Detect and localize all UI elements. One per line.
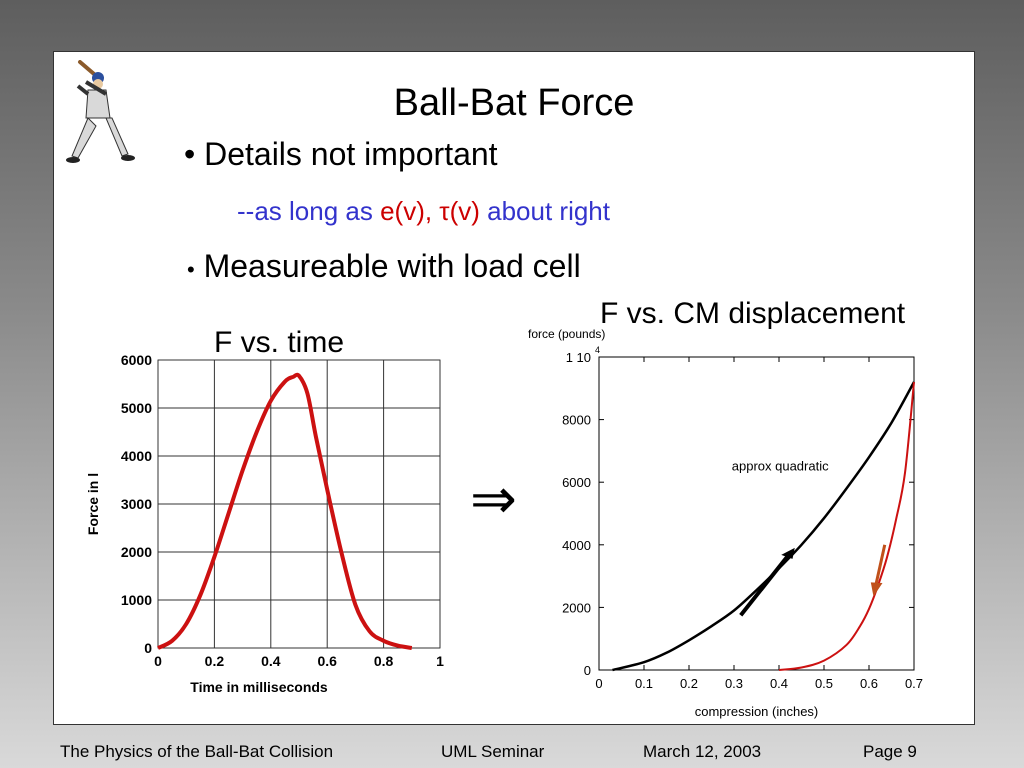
unloading-curve (778, 381, 915, 671)
sub-bullet-prefix: --as long as (237, 196, 373, 226)
y-tick-label: 5000 (121, 400, 152, 416)
x-tick-label: 0.2 (205, 653, 225, 669)
sub-bullet-suffix: about right (487, 196, 610, 226)
y-tick-label: 6000 (121, 352, 152, 368)
bullet-details-text: Details not important (204, 136, 498, 172)
x-tick-label: 0 (595, 676, 602, 691)
x-tick-label: 0.2 (680, 676, 698, 691)
y-tick-label: 6000 (562, 475, 591, 490)
force-time-curve (157, 372, 413, 650)
y-tick-label: 2000 (121, 544, 152, 560)
label-f-vs-displacement: F vs. CM displacement (600, 297, 906, 330)
y-tick-label: 2000 (562, 600, 591, 615)
slide-title: Ball-Bat Force (393, 82, 635, 124)
x-tick-label: 0.4 (770, 676, 788, 691)
y-tick-label: 4000 (562, 538, 591, 553)
x-tick-label: 0 (154, 653, 162, 669)
bullet-details: • Details not important (184, 136, 498, 172)
bullet-measureable-text: Measureable with load cell (203, 248, 581, 284)
y-axis-label: Force in l (85, 473, 101, 535)
slide: Ball-Bat Force • Details not important -… (53, 51, 975, 725)
footer: The Physics of the Ball-Bat Collision UM… (0, 742, 1024, 764)
y-top-tick-label: 1 10 (566, 350, 591, 365)
force-compression-chart: force (pounds) 0 0.1 0.2 0.3 0.4 0.5 0.6 0.7 0 200… (528, 327, 923, 719)
force-time-chart: 0 0.2 0.4 0.6 0.8 1 0 1000 2000 3000 4000 5000 6000 T… (85, 352, 444, 695)
x-axis-label: Time in milliseconds (190, 679, 328, 695)
loading-curve (612, 381, 916, 672)
footer-page: Page 9 (863, 742, 917, 761)
unloading-arrow-shaft (874, 544, 887, 586)
y-top-tick-exponent: 4 (595, 345, 600, 355)
y-tick-label: 0 (584, 663, 591, 678)
x-tick-label: 0.4 (261, 653, 281, 669)
label-f-vs-time: F vs. time (214, 326, 345, 359)
footer-date: March 12, 2003 (643, 742, 762, 761)
x-tick-label: 0.8 (374, 653, 394, 669)
loading-arrow-shaft (739, 554, 790, 617)
y-tick-label: 8000 (562, 413, 591, 428)
x-tick-label: 0.1 (635, 676, 653, 691)
x-axis-label: compression (inches) (695, 704, 819, 719)
sub-bullet: --as long as e(v), τ(v) about right (237, 196, 610, 227)
plot-frame (598, 356, 915, 671)
y-tick-label: 0 (144, 640, 152, 656)
y-tick-label: 1000 (121, 592, 152, 608)
bullet-measureable: • Measureable with load cell (187, 248, 581, 284)
x-tick-label: 0.5 (815, 676, 833, 691)
y-axis-label: force (pounds) (528, 327, 605, 341)
loading-arrowhead (781, 547, 795, 559)
x-tick-label: 0.3 (725, 676, 743, 691)
x-tick-label: 0.6 (317, 653, 337, 669)
batter-icon (66, 60, 135, 163)
x-tick-label: 1 (436, 653, 444, 669)
y-tick-label: 3000 (121, 496, 152, 512)
x-tick-label: 0.7 (905, 676, 923, 691)
implies-arrow-icon: ⇒ (470, 467, 517, 532)
footer-venue: UML Seminar (441, 742, 545, 761)
x-tick-label: 0.6 (860, 676, 878, 691)
y-tick-label: 4000 (121, 448, 152, 464)
sub-bullet-highlight: e(v), τ(v) (380, 196, 480, 226)
unloading-arrowhead (870, 582, 883, 597)
annotation-approx-quadratic: approx quadratic (732, 458, 829, 473)
footer-talk: The Physics of the Ball-Bat Collision (60, 742, 334, 761)
